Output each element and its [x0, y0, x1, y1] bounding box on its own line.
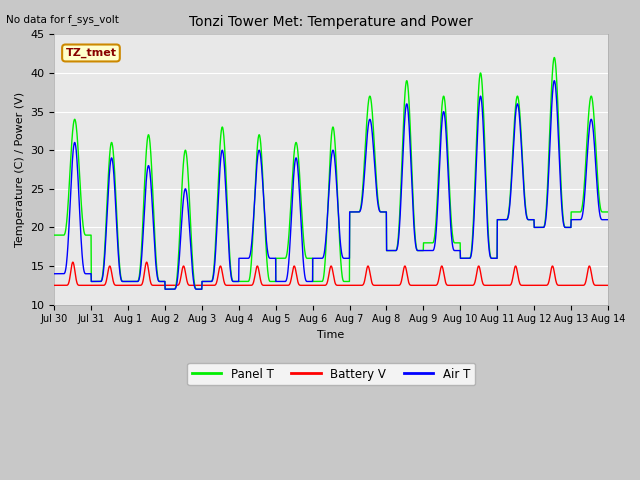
Legend: Panel T, Battery V, Air T: Panel T, Battery V, Air T — [187, 363, 475, 385]
Y-axis label: Temperature (C) / Power (V): Temperature (C) / Power (V) — [15, 92, 25, 247]
Text: TZ_tmet: TZ_tmet — [65, 48, 116, 58]
Text: No data for f_sys_volt: No data for f_sys_volt — [6, 14, 119, 25]
X-axis label: Time: Time — [317, 330, 345, 340]
Title: Tonzi Tower Met: Temperature and Power: Tonzi Tower Met: Temperature and Power — [189, 15, 473, 29]
